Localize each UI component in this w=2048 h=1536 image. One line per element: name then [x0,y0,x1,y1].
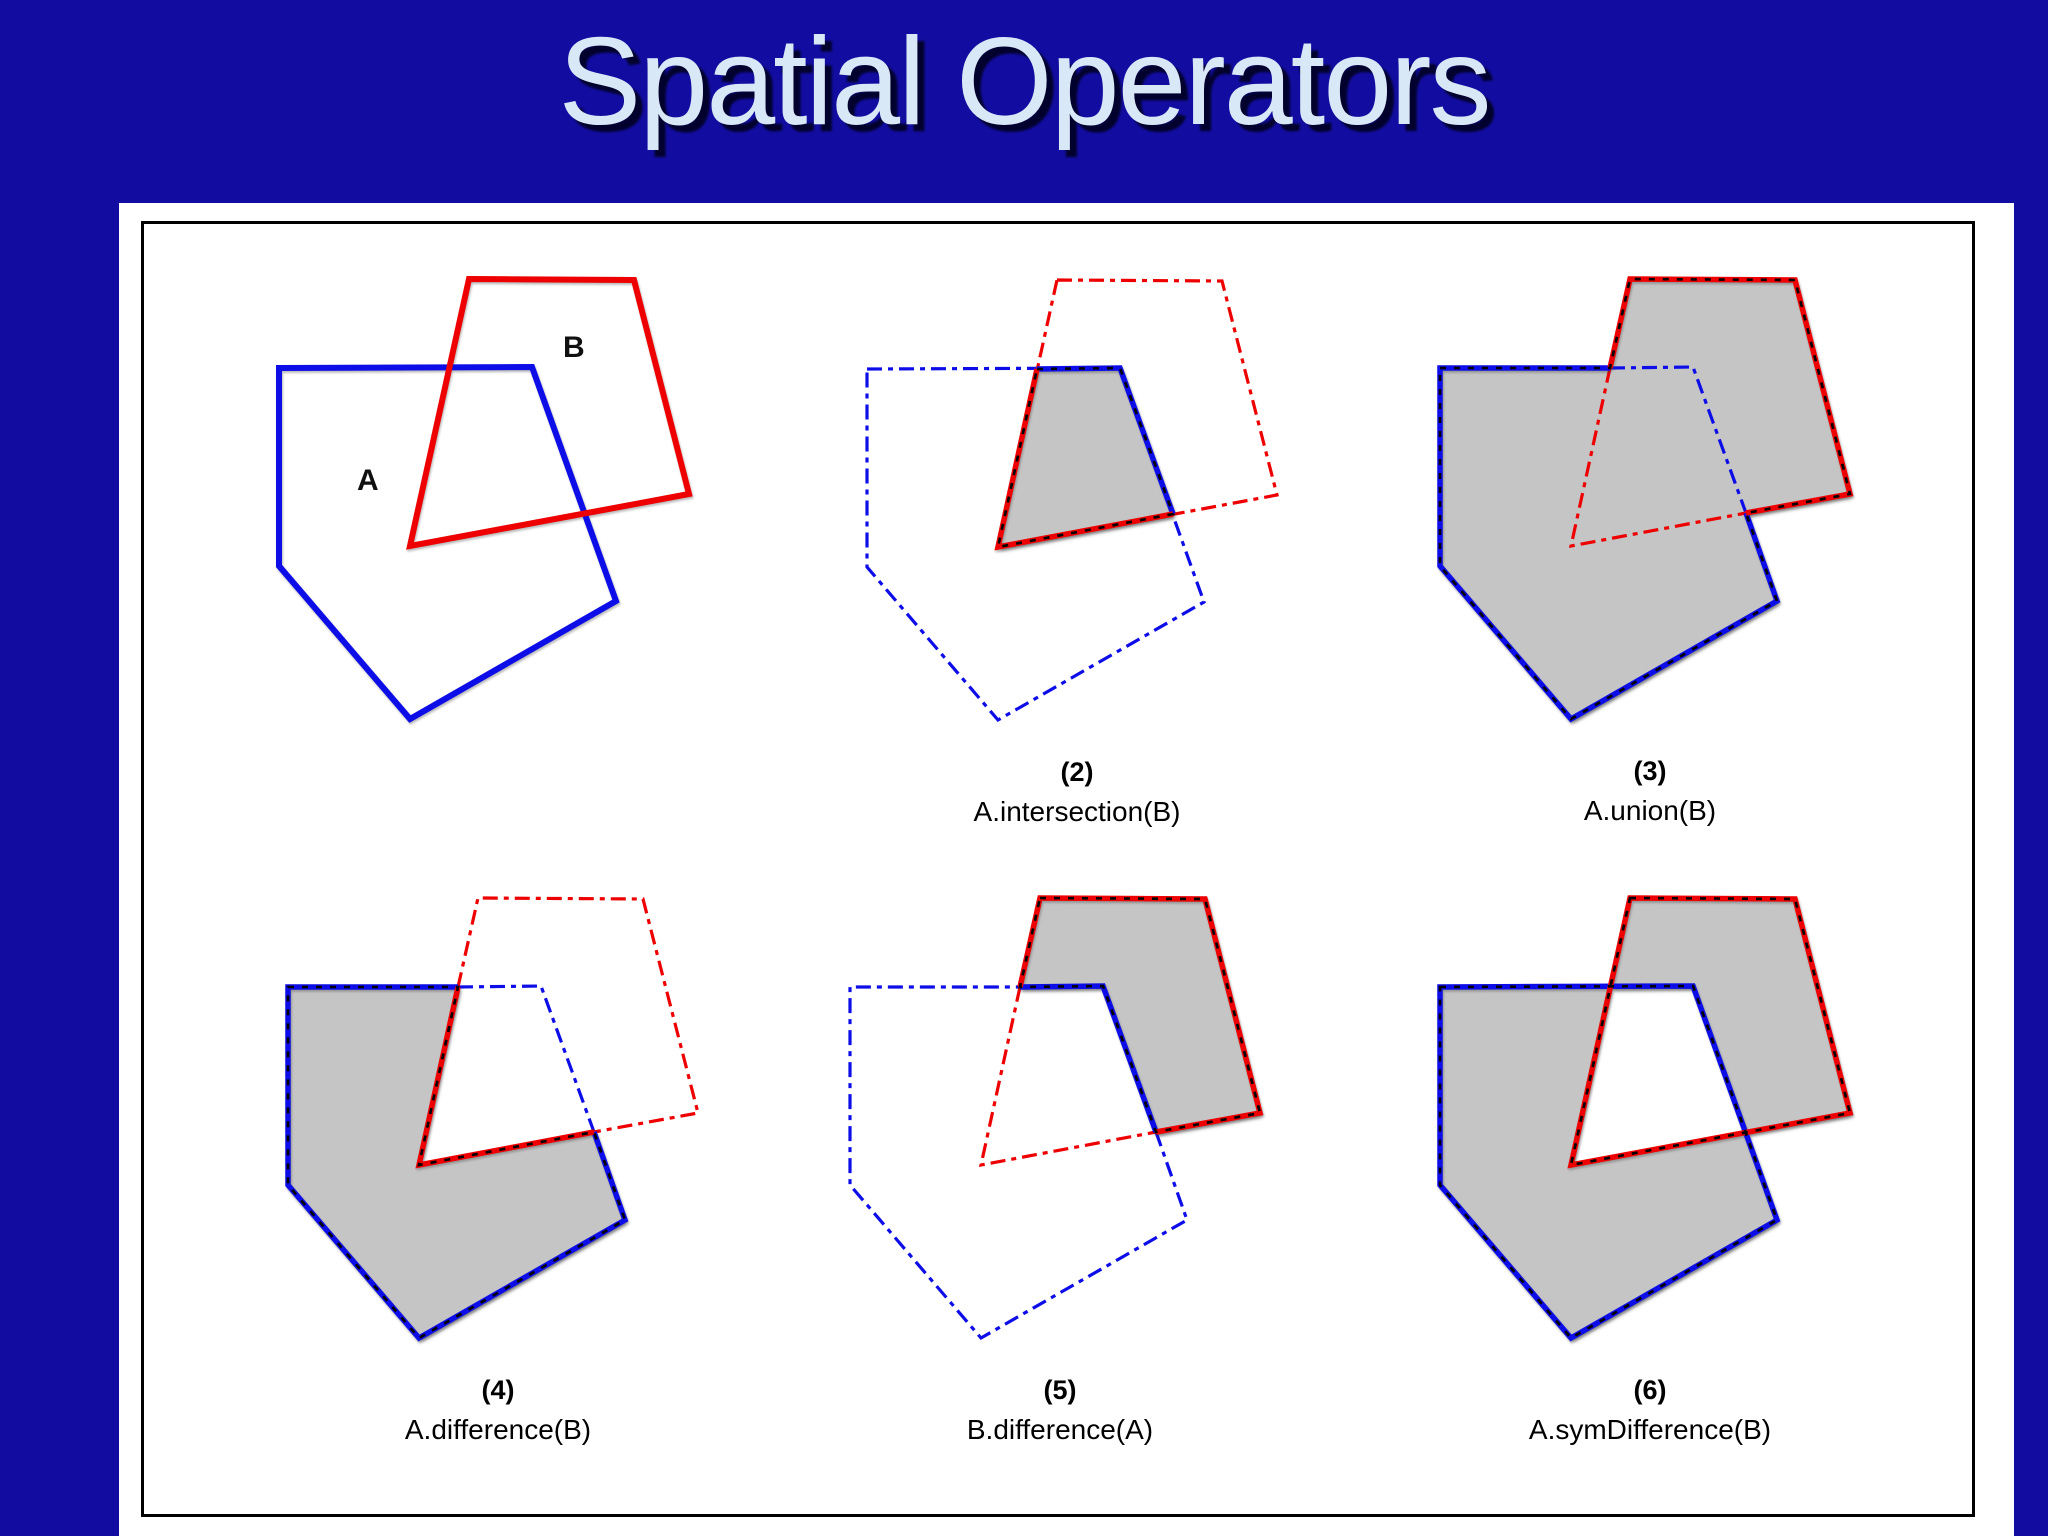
panel-6-operation: A.symDifference(B) [1528,1414,1772,1446]
panel-1-figure: AB [276,275,693,723]
shape-a-solid-outline [276,363,620,723]
panel-3-number: (3) [1633,756,1667,786]
shape-b-dashed-outline [456,896,700,1134]
shape-a-dashed-outline [865,366,1206,723]
result-boundary-overlay [1018,896,1262,1134]
panel-4-figure [285,896,700,1342]
shape-b-solid-outline [406,275,693,550]
panel-6-number: (6) [1633,1375,1667,1405]
panel-3-operation: A.union(B) [1583,795,1717,827]
panel-4-caption: (4) A.difference(B) [278,1375,718,1446]
shape-b-dashed-outline [978,986,1157,1168]
panel-3: (3) A.union(B) [1430,272,1870,827]
panel-2: (2) A.intersection(B) [857,273,1297,828]
result-boundary-overlay [996,366,1175,549]
result-boundary-overlay [1438,984,1779,1340]
shape-a-dashed-outline [457,984,596,1133]
panel-6-figure [1437,895,1854,1342]
panel-2-operation: A.intersection(B) [973,796,1181,828]
shape-a-label: A [357,464,379,497]
shape-b-dashed-outline [1568,367,1747,549]
panel-6-caption: (6) A.symDifference(B) [1430,1375,1870,1446]
panel-2-figure [865,278,1279,723]
panel-4: (4) A.difference(B) [278,891,718,1446]
slide-title: Spatial Operators [558,13,1492,151]
panel-5-figure [848,895,1264,1341]
result-region [288,987,625,1338]
result-region [1020,898,1260,1132]
result-region [1440,898,1850,1338]
result-boundary-overlay [1438,277,1852,721]
panel-5-operation: B.difference(A) [966,1414,1154,1446]
panel-3-figure [1437,276,1854,723]
shape-a-dashed-outline [848,985,1189,1341]
panel-2-number: (2) [1060,757,1094,787]
result-boundary-overlay [1569,896,1852,1167]
shape-b-solid-outline [1607,276,1854,516]
panel-4-number: (4) [481,1375,515,1405]
panel-6: (6) A.symDifference(B) [1430,891,1870,1446]
panel-5-number: (5) [1043,1375,1077,1405]
panel-5-caption: (5) B.difference(A) [840,1375,1280,1446]
shape-b-label: B [563,331,585,364]
panel-5: (5) B.difference(A) [840,891,1280,1446]
result-region [1440,279,1850,719]
panel-4-operation: A.difference(B) [404,1414,592,1446]
result-boundary-overlay [286,985,627,1340]
result-region [998,368,1173,547]
panel-2-caption: (2) A.intersection(B) [857,757,1297,828]
panel-3-caption: (3) A.union(B) [1430,756,1870,827]
